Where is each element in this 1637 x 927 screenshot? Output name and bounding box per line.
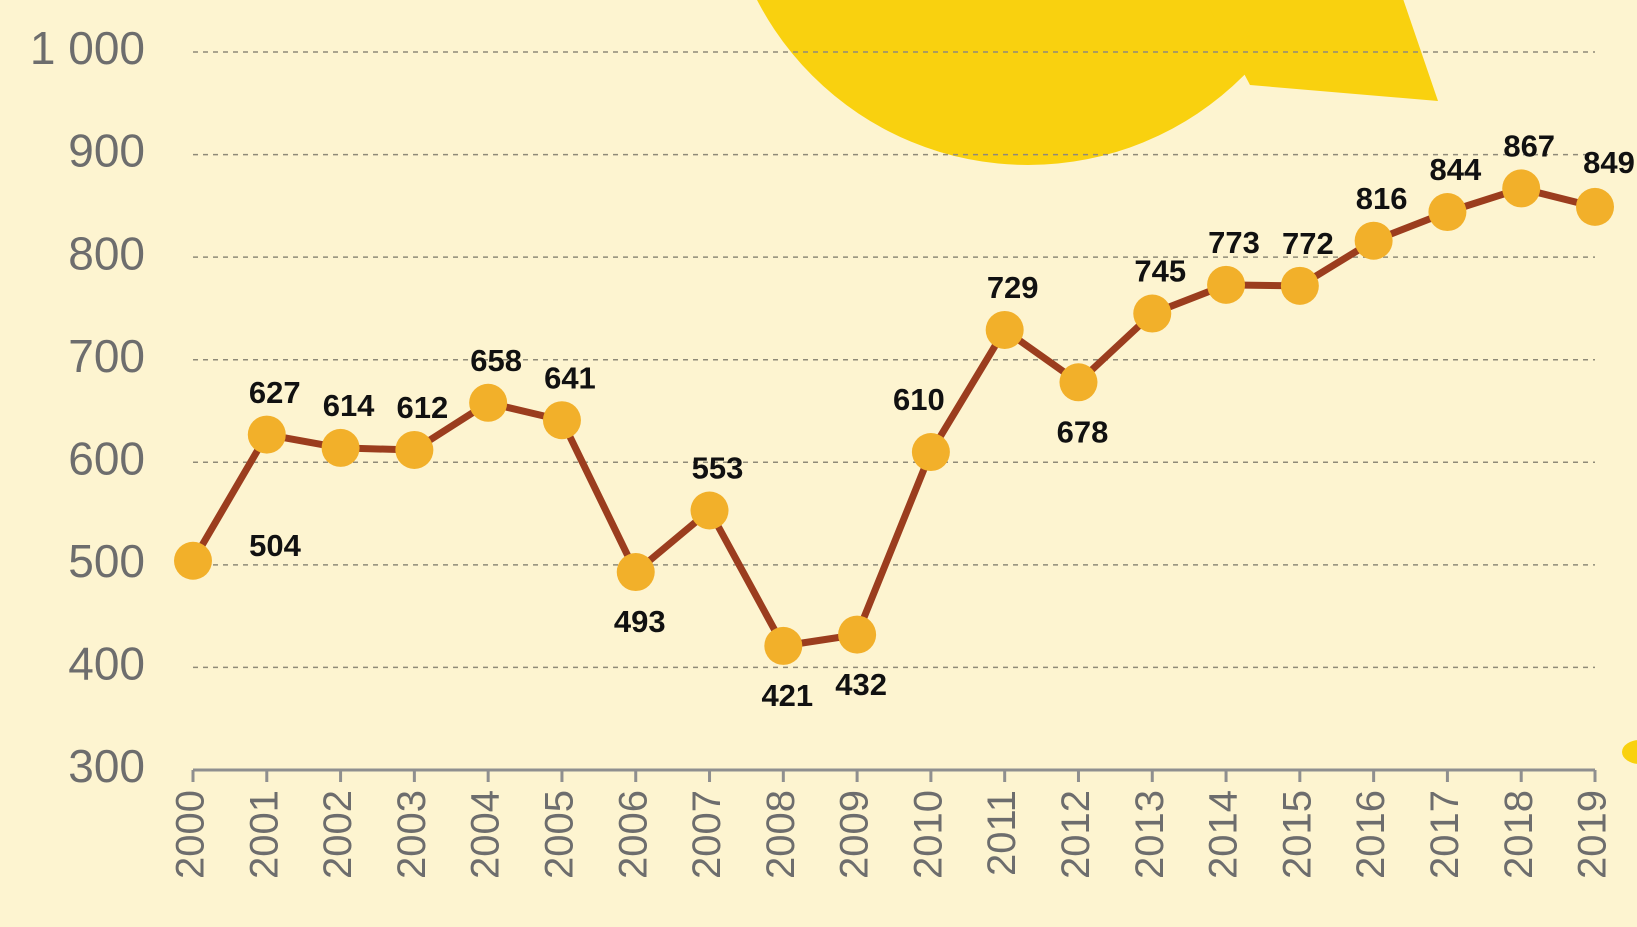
point bbox=[1059, 363, 1097, 401]
data-label: 816 bbox=[1356, 181, 1408, 216]
data-label: 432 bbox=[835, 667, 887, 702]
point bbox=[1428, 193, 1466, 231]
x-tick-label: 2005 bbox=[538, 790, 582, 879]
point bbox=[1502, 169, 1540, 207]
x-tick-label: 2014 bbox=[1202, 790, 1246, 879]
y-tick-label: 800 bbox=[68, 227, 145, 279]
x-tick-label: 2016 bbox=[1349, 790, 1393, 879]
data-label: 641 bbox=[544, 360, 596, 395]
x-tick-label: 2000 bbox=[169, 790, 213, 879]
x-tick-label: 2013 bbox=[1128, 790, 1172, 879]
x-tick-label: 2003 bbox=[390, 790, 434, 879]
x-tick-label: 2009 bbox=[833, 790, 877, 879]
point bbox=[1133, 295, 1171, 333]
data-label: 553 bbox=[692, 451, 744, 486]
point bbox=[248, 416, 286, 454]
point bbox=[322, 429, 360, 467]
point bbox=[912, 433, 950, 471]
chart: 300 400 500 600 700 800 900 1 000 2000 2001 2002 20… bbox=[0, 0, 1637, 927]
y-tick-label: 600 bbox=[68, 432, 145, 484]
data-label: 614 bbox=[323, 388, 375, 423]
x-tick-label: 2010 bbox=[906, 790, 950, 879]
data-label: 773 bbox=[1208, 225, 1260, 260]
point bbox=[395, 431, 433, 469]
point bbox=[1576, 188, 1614, 226]
data-label: 627 bbox=[249, 375, 301, 410]
point bbox=[838, 616, 876, 654]
point bbox=[174, 542, 212, 580]
data-label: 729 bbox=[987, 270, 1039, 305]
x-tick-label: 2011 bbox=[980, 790, 1024, 876]
data-label: 504 bbox=[249, 528, 301, 563]
point bbox=[469, 384, 507, 422]
x-tick-label: 2015 bbox=[1275, 790, 1319, 879]
x-tick-label: 2007 bbox=[685, 790, 729, 879]
x-tick-label: 2018 bbox=[1497, 790, 1541, 879]
data-label: 658 bbox=[470, 343, 522, 378]
data-label: 610 bbox=[893, 382, 945, 417]
x-tick-label: 2012 bbox=[1054, 790, 1098, 879]
y-tick-label: 700 bbox=[68, 330, 145, 382]
data-label: 493 bbox=[614, 604, 666, 639]
y-tick-label: 300 bbox=[68, 740, 145, 792]
point bbox=[543, 401, 581, 439]
point bbox=[691, 491, 729, 529]
data-label: 772 bbox=[1282, 226, 1334, 261]
data-label: 612 bbox=[397, 390, 449, 425]
x-tick-label: 2001 bbox=[242, 790, 286, 879]
point bbox=[986, 311, 1024, 349]
data-label: 745 bbox=[1134, 254, 1186, 289]
point bbox=[764, 627, 802, 665]
data-label: 678 bbox=[1057, 414, 1109, 449]
data-label: 421 bbox=[761, 678, 813, 713]
point bbox=[1355, 222, 1393, 260]
y-tick-label: 1 000 bbox=[30, 22, 145, 74]
point bbox=[617, 553, 655, 591]
y-tick-label: 400 bbox=[68, 638, 145, 690]
data-label: 849 bbox=[1583, 145, 1635, 180]
x-tick-label: 2017 bbox=[1423, 790, 1467, 879]
data-label: 844 bbox=[1430, 152, 1482, 187]
page: 300 400 500 600 700 800 900 1 000 2000 2001 2002 20… bbox=[0, 0, 1637, 927]
data-label: 867 bbox=[1503, 129, 1555, 164]
x-tick-label: 2008 bbox=[759, 790, 803, 879]
point bbox=[1281, 267, 1319, 305]
background bbox=[0, 0, 1637, 927]
point bbox=[1207, 266, 1245, 304]
y-tick-label: 500 bbox=[68, 535, 145, 587]
x-tick-label: 2002 bbox=[316, 790, 360, 879]
y-tick-label: 900 bbox=[68, 125, 145, 177]
x-tick-label: 2006 bbox=[611, 790, 655, 879]
x-tick-label: 2019 bbox=[1571, 790, 1615, 879]
x-tick-label: 2004 bbox=[464, 790, 508, 879]
